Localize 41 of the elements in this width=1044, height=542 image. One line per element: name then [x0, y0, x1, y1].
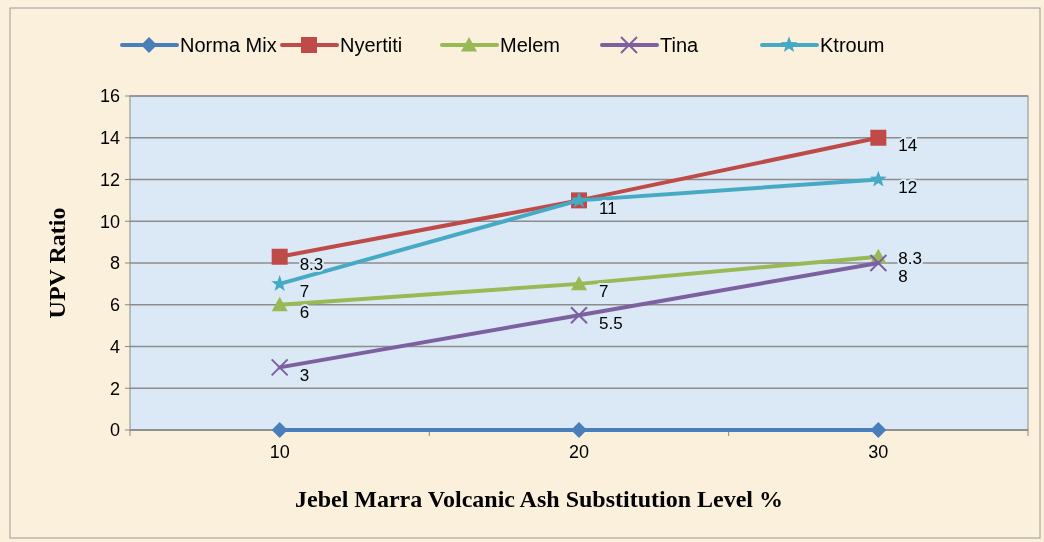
data-label: 11	[599, 198, 617, 218]
point	[571, 275, 587, 291]
point	[869, 254, 888, 272]
point	[870, 129, 887, 146]
data-label: 8	[898, 267, 908, 287]
point	[870, 422, 887, 438]
y-axis-title: UPV Ratio	[44, 207, 70, 319]
x-axis-title: Jebel Marra Volcanic Ash Substitution Level %	[294, 486, 784, 512]
y-tick-label: 16	[99, 86, 120, 107]
y-tick-label: 6	[109, 295, 120, 316]
data-label: 7	[599, 282, 609, 302]
point	[570, 306, 588, 325]
data-label: 12	[898, 177, 918, 197]
legend-label: Ktroum	[820, 34, 885, 57]
data-label: 3	[299, 365, 310, 385]
data-label: 8.3	[898, 249, 922, 269]
x-tick-label: 10	[269, 442, 290, 462]
legend-label: Nyertiti	[340, 34, 403, 57]
point	[869, 170, 887, 187]
point	[271, 422, 288, 438]
legend-label: Tina	[660, 34, 700, 57]
y-tick-label: 8	[109, 253, 120, 274]
legend-label: Norma Mix	[180, 34, 277, 57]
point	[271, 248, 288, 265]
y-tick-label: 4	[109, 336, 120, 357]
y-tick-label: 12	[99, 169, 120, 190]
x-tick-label: 30	[868, 442, 889, 462]
data-label: 6	[299, 303, 310, 323]
data-label: 5.5	[599, 313, 623, 333]
y-tick-label: 2	[109, 378, 120, 399]
point	[571, 422, 587, 438]
legend-label: Melem	[500, 34, 561, 57]
y-tick-label: 10	[99, 211, 120, 232]
data-label: 7	[299, 282, 310, 302]
x-tick-label: 20	[568, 442, 590, 462]
data-label: 8.3	[299, 255, 324, 275]
point	[271, 296, 288, 312]
y-tick-label: 0	[109, 420, 120, 441]
point	[270, 358, 289, 377]
data-label: 14	[898, 136, 918, 156]
y-tick-label: 14	[99, 128, 120, 149]
